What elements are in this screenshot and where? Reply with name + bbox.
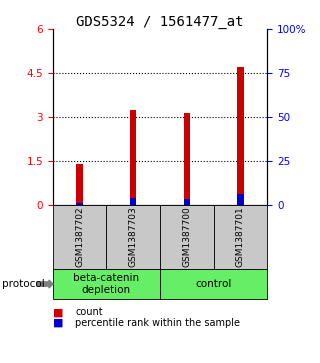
Text: GSM1387701: GSM1387701 — [236, 207, 245, 267]
Text: control: control — [196, 279, 232, 289]
Text: GSM1387700: GSM1387700 — [182, 207, 191, 267]
Text: ■: ■ — [53, 307, 63, 317]
Bar — [130, 110, 136, 205]
Text: protocol: protocol — [2, 279, 44, 289]
Text: GSM1387702: GSM1387702 — [75, 207, 84, 267]
Bar — [76, 203, 83, 205]
Bar — [237, 194, 244, 205]
Bar — [130, 198, 136, 205]
Bar — [237, 67, 244, 205]
Text: beta-catenin
depletion: beta-catenin depletion — [73, 273, 140, 295]
Bar — [184, 199, 190, 205]
Bar — [184, 113, 190, 205]
Text: ■: ■ — [53, 318, 63, 328]
Text: GDS5324 / 1561477_at: GDS5324 / 1561477_at — [76, 15, 244, 29]
Text: percentile rank within the sample: percentile rank within the sample — [75, 318, 240, 328]
Bar — [76, 164, 83, 205]
Text: count: count — [75, 307, 103, 317]
Text: GSM1387703: GSM1387703 — [129, 207, 138, 267]
